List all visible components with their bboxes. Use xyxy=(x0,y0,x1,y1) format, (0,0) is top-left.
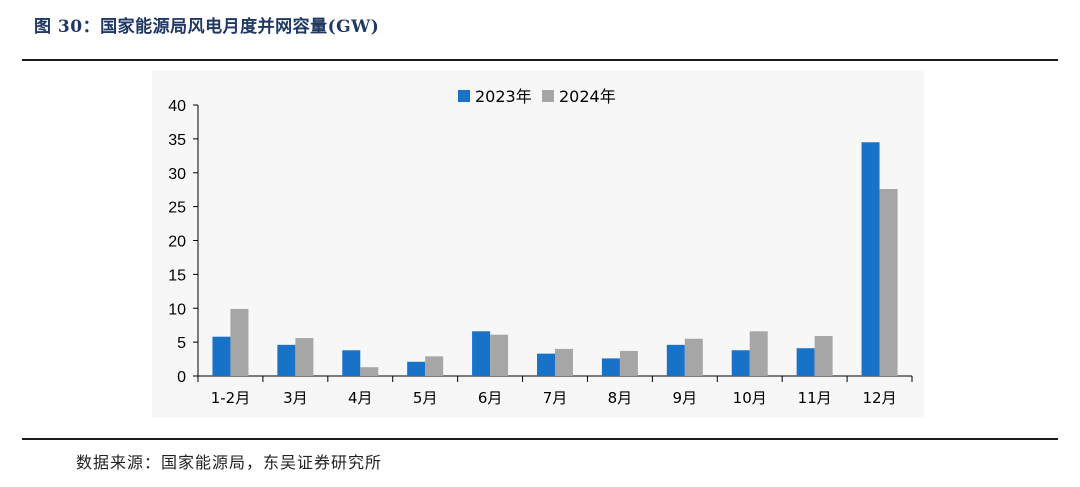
bar-2024年-12月 xyxy=(879,189,898,376)
y-tick-label: 25 xyxy=(168,200,186,217)
bar-2024年-5月 xyxy=(425,356,444,376)
y-tick-label: 20 xyxy=(168,234,186,251)
x-tick-label: 9月 xyxy=(673,389,698,407)
bar-2023年-11月 xyxy=(796,348,815,376)
bar-2023年-8月 xyxy=(601,358,620,376)
bar-2024年-4月 xyxy=(360,367,379,376)
y-tick-label: 10 xyxy=(168,301,186,318)
x-tick-label: 5月 xyxy=(413,389,438,407)
y-tick-label: 0 xyxy=(177,369,186,386)
bar-2024年-11月 xyxy=(814,336,833,376)
y-tick-label: 40 xyxy=(168,98,186,115)
x-tick-label: 4月 xyxy=(348,389,373,407)
legend: 2023年 2024年 xyxy=(458,87,616,106)
figure-title: 图 30：国家能源局风电月度并网容量(GW) xyxy=(34,17,380,37)
x-tick-label: 1-2月 xyxy=(211,389,251,407)
bar-2024年-9月 xyxy=(684,338,703,376)
bar-2023年-1-2月 xyxy=(212,336,231,376)
bar-2024年-10月 xyxy=(749,331,768,376)
x-tick-label: 8月 xyxy=(608,389,633,407)
bar-2023年-5月 xyxy=(407,361,426,376)
bar-2024年-8月 xyxy=(619,350,638,376)
bar-2023年-12月 xyxy=(861,142,880,376)
x-tick-label: 11月 xyxy=(798,389,832,407)
bar-2023年-9月 xyxy=(666,344,685,376)
source-note: 数据来源：国家能源局，东吴证券研究所 xyxy=(76,453,383,472)
legend-swatch xyxy=(458,90,470,102)
legend-label: 2024年 xyxy=(559,87,616,106)
x-tick-label: 12月 xyxy=(862,389,896,407)
x-tick-label: 10月 xyxy=(733,389,767,407)
bar-2023年-3月 xyxy=(277,344,296,376)
bar-2024年-1-2月 xyxy=(230,308,249,376)
x-tick-label: 3月 xyxy=(283,389,308,407)
y-tick-label: 30 xyxy=(168,166,186,183)
y-tick-label: 15 xyxy=(168,267,186,284)
y-tick-label: 5 xyxy=(177,335,186,352)
bar-2023年-4月 xyxy=(342,350,361,376)
bar-2024年-3月 xyxy=(295,338,314,376)
bar-2023年-10月 xyxy=(731,350,750,376)
bar-2024年-6月 xyxy=(490,334,509,376)
bottom-rule xyxy=(22,438,1058,440)
legend-swatch xyxy=(542,90,554,102)
x-tick-label: 7月 xyxy=(543,389,568,407)
x-axis: 1-2月 3月 4月 5月 6月 7月 8月 9月 10月 11月 12月 xyxy=(197,375,913,407)
y-axis: 0 5 10 15 20 25 30 35 40 xyxy=(168,98,199,386)
x-tick-label: 6月 xyxy=(478,389,503,407)
bars xyxy=(212,142,898,376)
bar-2024年-7月 xyxy=(555,348,573,376)
legend-label: 2023年 xyxy=(475,87,532,106)
y-tick-label: 35 xyxy=(168,132,186,149)
top-rule xyxy=(22,59,1058,61)
bar-2023年-7月 xyxy=(537,353,555,376)
bar-2023年-6月 xyxy=(472,331,491,376)
